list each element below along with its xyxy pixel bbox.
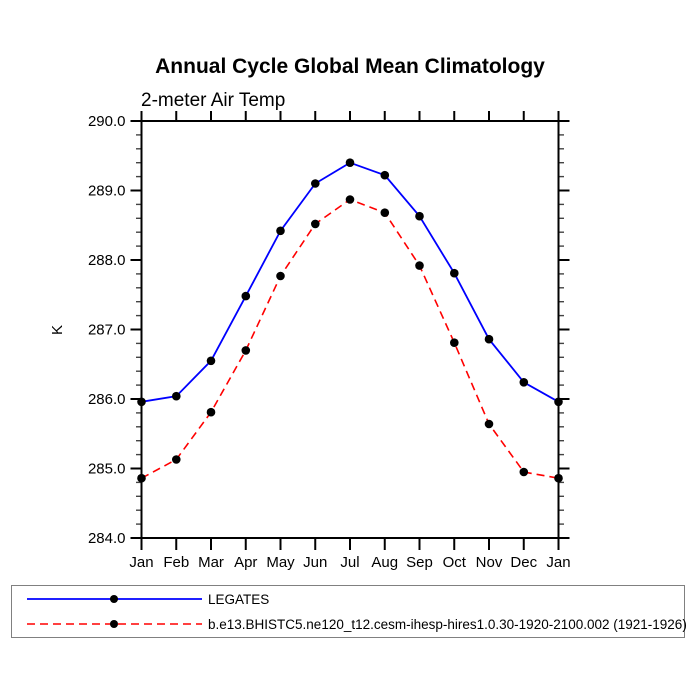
x-tick-label: Sep bbox=[406, 554, 433, 571]
y-tick-label: 285.0 bbox=[88, 461, 126, 478]
data-point-marker bbox=[172, 455, 181, 464]
x-ticks bbox=[140, 111, 560, 550]
series-legates bbox=[137, 158, 563, 407]
data-point-marker bbox=[206, 407, 216, 417]
legend-label-model: b.e13.BHISTC5.ne120_t12.cesm-ihesp-hires… bbox=[208, 616, 687, 632]
data-point-marker bbox=[484, 419, 494, 429]
x-tick-label: Dec bbox=[510, 554, 537, 571]
legend-box: LEGATES b.e13.BHISTC5.ne120_t12.cesm-ihe… bbox=[11, 585, 687, 638]
x-tick-label: Oct bbox=[443, 554, 467, 571]
x-tick-label: Jul bbox=[340, 554, 359, 571]
x-tick-label: Mar bbox=[198, 554, 224, 571]
y-tick-labels: 284.0 285.0 286.0 287.0 288.0 289.0 290.0 bbox=[88, 113, 126, 547]
chart-title: Annual Cycle Global Mean Climatology bbox=[155, 55, 545, 78]
x-tick-labels: Jan Feb Mar Apr May Jun Jul Aug Sep Oct Nov Dec Jan bbox=[129, 554, 570, 571]
data-point-marker bbox=[345, 195, 355, 204]
y-major-ticks bbox=[130, 120, 570, 539]
data-point-marker bbox=[554, 397, 563, 407]
y-minor-ticks bbox=[136, 134, 564, 525]
data-point-marker bbox=[241, 346, 251, 355]
data-point-marker bbox=[345, 158, 355, 167]
data-point-marker bbox=[484, 334, 494, 344]
data-point-marker bbox=[311, 179, 320, 188]
data-point-marker bbox=[415, 211, 424, 221]
data-point-marker bbox=[415, 261, 424, 270]
legend-item-legates: LEGATES bbox=[12, 587, 684, 611]
data-point-marker bbox=[172, 391, 181, 401]
x-tick-label: Jan bbox=[546, 554, 570, 571]
data-point-marker bbox=[137, 397, 146, 407]
chart-subtitle: 2-meter Air Temp bbox=[141, 90, 286, 111]
y-tick-label: 290.0 bbox=[88, 113, 126, 130]
data-point-marker bbox=[311, 219, 320, 229]
x-tick-label: Feb bbox=[163, 554, 189, 571]
data-point-marker bbox=[206, 356, 216, 366]
y-tick-label: 286.0 bbox=[88, 391, 126, 408]
y-axis-label: K bbox=[49, 325, 66, 335]
data-point-marker bbox=[450, 338, 459, 348]
x-tick-label: Aug bbox=[371, 554, 398, 571]
data-point-marker bbox=[380, 170, 390, 180]
plot-area: 284.0 285.0 286.0 287.0 288.0 289.0 290.0 Jan Fe… bbox=[49, 111, 571, 571]
legend-line-dashed-icon bbox=[27, 620, 202, 628]
y-tick-label: 288.0 bbox=[88, 252, 126, 269]
x-tick-label: Jun bbox=[303, 554, 327, 571]
data-point-marker bbox=[276, 226, 285, 236]
data-point-marker bbox=[276, 271, 285, 281]
data-point-marker bbox=[519, 378, 529, 387]
data-point-marker bbox=[450, 268, 459, 278]
axis-frame bbox=[140, 120, 560, 539]
y-tick-label: 284.0 bbox=[88, 530, 126, 547]
y-tick-label: 289.0 bbox=[88, 183, 126, 200]
x-tick-label: Apr bbox=[234, 554, 257, 571]
data-point-marker bbox=[241, 291, 251, 301]
x-tick-label: Nov bbox=[476, 554, 503, 571]
series-model bbox=[137, 195, 563, 483]
data-point-marker bbox=[554, 473, 563, 483]
legend-item-model: b.e13.BHISTC5.ne120_t12.cesm-ihesp-hires… bbox=[12, 612, 687, 636]
x-tick-label: Jan bbox=[129, 554, 153, 571]
data-point-marker bbox=[380, 208, 390, 217]
legend-line-solid-icon bbox=[27, 595, 202, 603]
y-tick-label: 287.0 bbox=[88, 322, 126, 339]
legend-label-legates: LEGATES bbox=[208, 591, 270, 607]
data-point-marker bbox=[519, 467, 529, 477]
data-point-marker bbox=[137, 473, 146, 483]
x-tick-label: May bbox=[266, 554, 295, 571]
